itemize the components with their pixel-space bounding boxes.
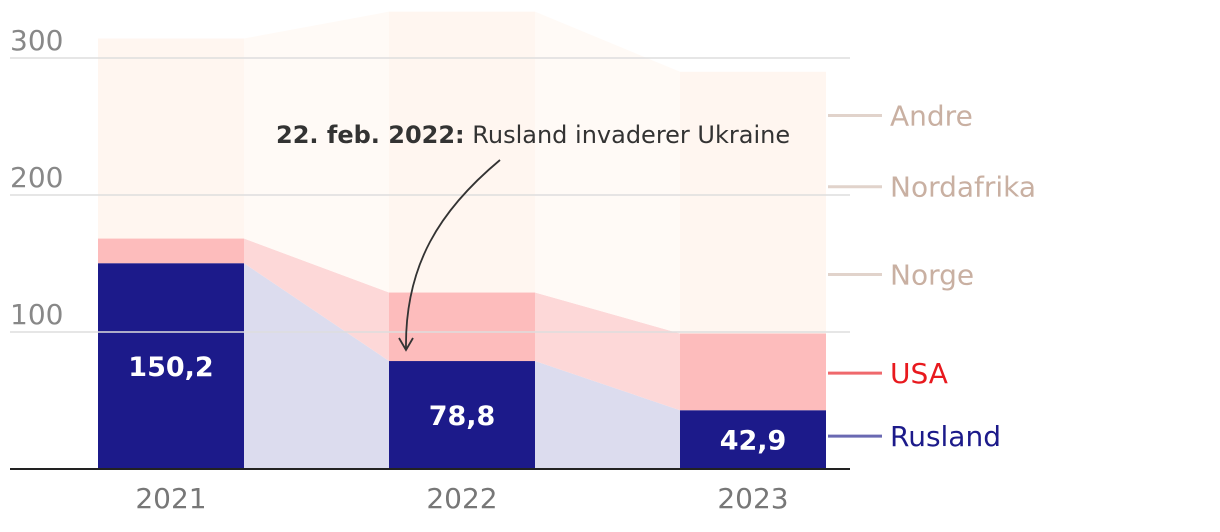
band-andre-2021-2022 <box>244 11 389 293</box>
y-tick-label-100: 100 <box>10 298 63 331</box>
band-usa-2022-2023 <box>535 292 680 411</box>
y-axis-ticks: 100 200 300 <box>10 24 63 331</box>
legend-label-norge: Norge <box>890 258 974 291</box>
band-rusland-2021-2022 <box>244 263 389 469</box>
x-axis-labels: 2021 2022 2023 <box>135 482 788 515</box>
annotation-arrowhead <box>398 337 414 352</box>
legend-label-rusland: Rusland <box>890 420 1001 453</box>
legend-label-andre: Andre <box>890 100 973 133</box>
annotation-arrow <box>405 159 501 349</box>
flow-bands <box>244 11 680 469</box>
gridlines <box>10 57 850 333</box>
annotation: 22. feb. 2022: Rusland invaderer Ukraine <box>276 121 790 352</box>
legend-label-nordafrika: Nordafrika <box>890 171 1036 204</box>
bar-rusland-2022 <box>389 361 535 469</box>
y-tick-label-200: 200 <box>10 161 63 194</box>
annotation-date: 22. feb. 2022: <box>276 121 465 149</box>
annotation-event: Rusland invaderer Ukraine <box>465 121 790 149</box>
band-usa-2021-2022 <box>244 238 389 362</box>
bar-andre-2021 <box>98 38 244 239</box>
bar-andre-2022 <box>389 11 535 293</box>
bar-usa-2021 <box>98 238 244 264</box>
x-tick-label-2021: 2021 <box>135 482 206 515</box>
data-label-2023: 42,9 <box>720 426 787 457</box>
band-andre-2022-2023 <box>535 11 680 334</box>
x-tick-label-2022: 2022 <box>426 482 497 515</box>
band-rusland-2022-2023 <box>535 361 680 469</box>
bar-rusland-2021 <box>98 263 244 469</box>
bar-usa-2022 <box>389 292 535 362</box>
legend-label-usa: USA <box>890 357 948 390</box>
data-label-2021: 150,2 <box>128 352 213 383</box>
legend: Rusland USA Norge Nordafrika Andre <box>828 100 1036 453</box>
data-labels: 150,2 78,8 42,9 <box>128 352 786 457</box>
bar-andre-2023 <box>680 71 826 334</box>
bar-rusland-2023 <box>680 410 826 469</box>
x-tick-label-2023: 2023 <box>717 482 788 515</box>
bar-usa-2023 <box>680 333 826 411</box>
data-label-2022: 78,8 <box>429 401 496 432</box>
annotation-text: 22. feb. 2022: Rusland invaderer Ukraine <box>276 121 790 149</box>
y-tick-label-300: 300 <box>10 24 63 57</box>
